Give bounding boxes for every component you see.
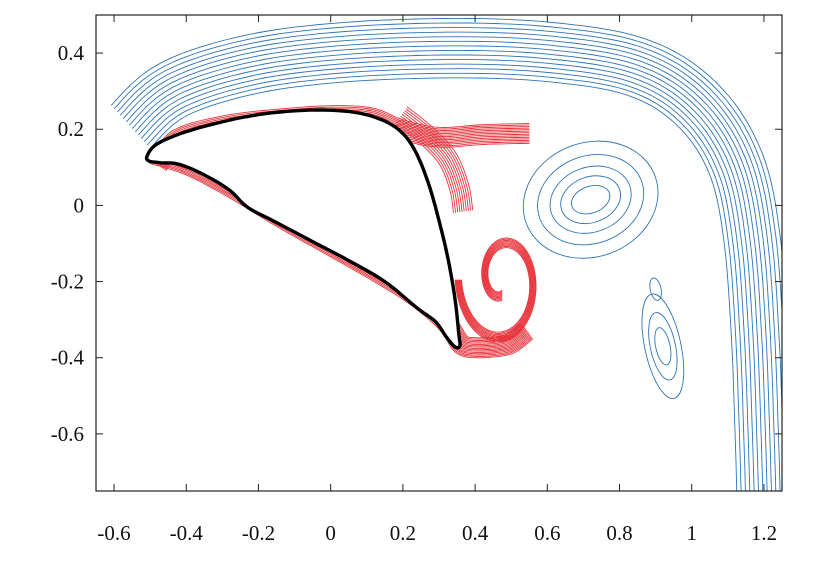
blue-vortex-contour (570, 185, 611, 215)
red-spiral-contour (458, 243, 533, 337)
blue-vortex-contour (549, 165, 632, 234)
x-tick-label: 1.2 (751, 521, 777, 545)
blue-wake-contour (119, 31, 781, 491)
y-tick-label: -0.2 (51, 270, 84, 294)
red-spiral-contour (456, 239, 535, 340)
x-tick-label: 0.4 (462, 521, 489, 545)
red-spiral-contour (459, 244, 532, 336)
red-contour-wedge (403, 112, 467, 212)
x-tick-label: 0.6 (534, 521, 560, 545)
x-tick-labels: -0.6 -0.4 -0.2 0 0.2 0.4 0.6 0.8 1 1.2 (97, 521, 777, 545)
blue-wake-contour (128, 45, 768, 491)
y-tick-label: 0.2 (58, 117, 84, 141)
red-contour-upper (151, 106, 530, 161)
blue-secondary-vortex-contour (648, 312, 678, 381)
blue-wake-contour (122, 36, 777, 491)
blue-wake-contour (149, 77, 738, 491)
y-tick-label: 0 (74, 193, 85, 217)
blue-wake-contour (116, 27, 782, 424)
y-tick-labels: 0.4 0.2 0 -0.2 -0.4 -0.6 (51, 41, 85, 446)
red-contour-wedge (396, 121, 457, 213)
blue-wake-contour (110, 17, 782, 258)
red-contour-wedge (401, 113, 465, 212)
x-tick-label: -0.6 (97, 521, 130, 545)
blue-wake-contour (143, 68, 746, 491)
blue-secondary-vortex-contour (641, 293, 685, 400)
red-spiral-contour (455, 238, 536, 342)
blue-wake-contour (113, 22, 782, 319)
red-contour-wedge (404, 110, 469, 211)
red-spiral-contour (460, 245, 531, 334)
tick-marks (96, 15, 782, 491)
blue-secondary-vortex-contour (654, 327, 672, 366)
body-outline (144, 108, 462, 350)
y-tick-label: -0.6 (51, 422, 84, 446)
red-contour-wedge (397, 119, 459, 213)
red-contour-wedge (405, 108, 472, 211)
axis-frame (95, 14, 783, 492)
red-contour-upper (153, 109, 530, 163)
red-spiral-contour (457, 242, 534, 338)
red-contour-wedge (399, 117, 461, 213)
red-contour-wedge (395, 123, 454, 214)
red-contour-wedge (406, 106, 474, 211)
red-contour-upper (149, 105, 530, 160)
contour-lines (110, 17, 782, 491)
blue-wake-contour (125, 40, 772, 491)
blue-wake-contour (140, 63, 751, 491)
red-contour-wedge (400, 115, 463, 212)
red-spiral-contour (461, 247, 531, 333)
blue-secondary-vortex-contour (649, 277, 662, 301)
red-spiral-contour (454, 237, 537, 343)
x-tick-label: 0.2 (390, 521, 416, 545)
blue-wake-contour (137, 59, 755, 491)
blue-wake-contour (134, 54, 759, 491)
blue-vortex-contour (522, 140, 659, 259)
y-tick-label: 0.4 (58, 41, 85, 65)
y-tick-label: -0.4 (51, 346, 85, 370)
red-contour-lower (150, 163, 534, 359)
blue-vortex-contour (537, 154, 645, 246)
red-spiral-contour (457, 241, 535, 339)
red-contour-upper (152, 108, 530, 162)
x-tick-label: 1 (686, 521, 697, 545)
blue-wake-contour (131, 49, 764, 491)
x-tick-label: -0.2 (242, 521, 275, 545)
red-contour-lower (150, 161, 533, 357)
x-tick-label: 0 (325, 521, 336, 545)
blue-vortex-contour (560, 175, 621, 224)
x-tick-label: -0.4 (170, 521, 204, 545)
blue-wake-contour (146, 72, 742, 491)
x-tick-label: 0.8 (606, 521, 632, 545)
